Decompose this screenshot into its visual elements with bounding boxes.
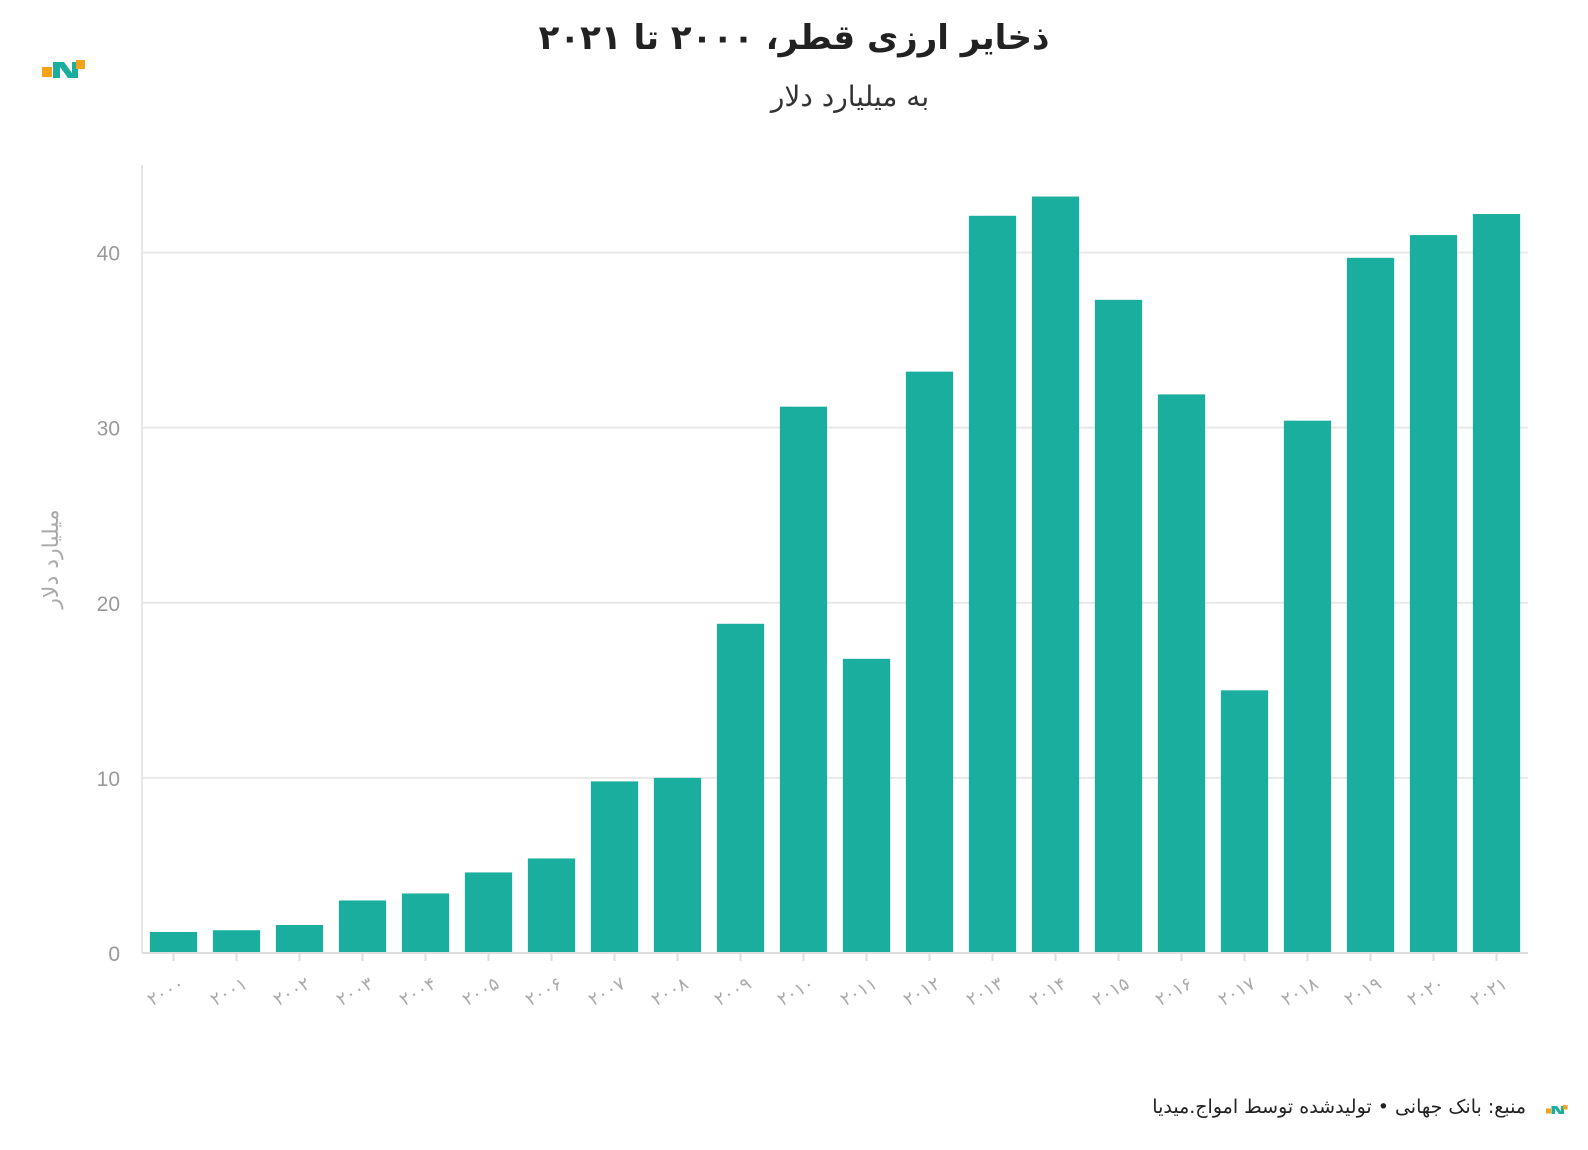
x-tick-label: ۲۰۰۸ (648, 973, 692, 1011)
bar (212, 930, 261, 953)
y-axis-title: میلیارد دلار (39, 509, 64, 609)
bar (1157, 394, 1206, 953)
source-footer: منبع: بانک جهانی • تولیدشده توسط امواج.م… (1152, 1096, 1526, 1118)
x-tick-label: ۲۰۱۴ (1026, 973, 1070, 1011)
x-tick-label: ۲۰۲۰ (1404, 973, 1448, 1011)
x-tick-label: ۲۰۰۰ (144, 973, 188, 1011)
chart-title: ذخایر ارزی قطر، ۲۰۰۰ تا ۲۰۲۱ (538, 18, 1050, 58)
x-tick-label: ۲۰۱۵ (1089, 973, 1133, 1011)
bar (464, 872, 513, 953)
y-tick-label: 20 (97, 593, 120, 616)
bar (1283, 420, 1332, 953)
y-tick-label: 40 (97, 243, 120, 266)
bar (1472, 214, 1521, 953)
x-tick-label: ۲۰۰۱ (207, 973, 251, 1011)
bar (1094, 299, 1143, 953)
x-tick-label: ۲۰۱۸ (1278, 973, 1322, 1011)
x-tick-label: ۲۰۰۹ (711, 973, 755, 1011)
x-tick-label: ۲۰۰۳ (333, 973, 377, 1011)
bar (1346, 257, 1395, 953)
x-tick-label: ۲۰۱۹ (1341, 973, 1385, 1011)
bar (275, 924, 324, 953)
bar (1220, 690, 1269, 953)
x-tick-label: ۲۰۰۶ (522, 973, 566, 1011)
x-tick-label: ۲۰۰۷ (585, 973, 629, 1011)
bar (590, 781, 639, 953)
y-tick-label: 30 (97, 418, 120, 441)
x-tick-label: ۲۰۰۴ (396, 973, 440, 1011)
bar (905, 371, 954, 953)
y-tick-label: 0 (108, 943, 120, 966)
bar (1031, 196, 1080, 953)
chart-subtitle: به میلیارد دلار (770, 80, 930, 113)
bar (401, 893, 450, 953)
y-tick-label: 10 (97, 768, 120, 791)
x-tick-label: ۲۰۱۳ (963, 973, 1007, 1011)
bar (653, 777, 702, 953)
x-tick-label: ۲۰۱۷ (1215, 973, 1259, 1011)
x-tick-label: ۲۰۱۰ (774, 973, 818, 1011)
x-tick-label: ۲۰۲۱ (1467, 973, 1511, 1011)
x-tick-label: ۲۰۰۲ (270, 973, 314, 1011)
amwaj-logo-icon (42, 60, 85, 78)
bar (842, 658, 891, 953)
bar (1409, 235, 1458, 954)
bar (779, 406, 828, 953)
bar (338, 900, 387, 953)
bar (527, 858, 576, 953)
x-tick-label: ۲۰۱۶ (1152, 973, 1196, 1011)
x-tick-label: ۲۰۰۵ (459, 973, 503, 1011)
bar (968, 215, 1017, 953)
bar (716, 623, 765, 953)
amwaj-logo-small-icon (1546, 1105, 1568, 1114)
x-tick-label: ۲۰۱۲ (900, 973, 944, 1011)
bar (149, 931, 198, 953)
x-tick-label: ۲۰۱۱ (837, 973, 881, 1011)
